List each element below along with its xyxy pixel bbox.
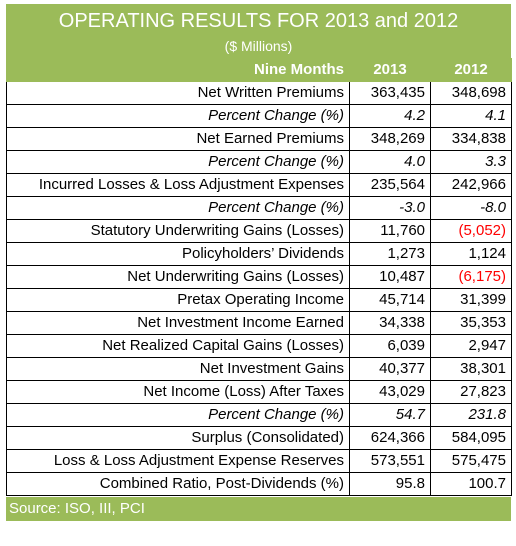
table-body: Net Written Premiums 363,435 348,698 Percen… bbox=[6, 81, 512, 496]
operating-results-table-container: OPERATING RESULTS FOR 2013 and 2012 ($ M… bbox=[6, 4, 512, 521]
row-label: Percent Change (%) bbox=[6, 196, 350, 220]
row-label: Net Investment Gains bbox=[6, 357, 350, 381]
table-subtitle: ($ Millions) bbox=[224, 38, 293, 54]
table-row: Net Realized Capital Gains (Losses) 6,039… bbox=[6, 334, 512, 358]
row-label: Net Underwriting Gains (Losses) bbox=[6, 265, 350, 289]
table-row: Statutory Underwriting Gains (Losses) 11,… bbox=[6, 219, 512, 243]
table-row: Surplus (Consolidated) 624,366 584,095 bbox=[6, 426, 512, 450]
row-label: Combined Ratio, Post-Dividends (%) bbox=[6, 472, 350, 496]
value-2013: 95.8 bbox=[349, 472, 431, 496]
table-row: Percent Change (%) -3.0 -8.0 bbox=[6, 196, 512, 220]
value-2013: 40,377 bbox=[349, 357, 431, 381]
value-2012: 100.7 bbox=[430, 472, 512, 496]
row-label: Pretax Operating Income bbox=[6, 288, 350, 312]
table-row: Net Income (Loss) After Taxes 43,029 27,82… bbox=[6, 380, 512, 404]
value-2012: 334,838 bbox=[430, 127, 512, 151]
source-note: Source: ISO, III, PCI bbox=[6, 497, 511, 521]
table-row: Net Investment Income Earned 34,338 35,353 bbox=[6, 311, 512, 335]
table-row: Loss & Loss Adjustment Expense Reserves 5… bbox=[6, 449, 512, 473]
value-2012: 2,947 bbox=[430, 334, 512, 358]
value-2012: 242,966 bbox=[430, 173, 512, 197]
value-2012: 348,698 bbox=[430, 81, 512, 105]
table-row: Incurred Losses & Loss Adjustment Expens… bbox=[6, 173, 512, 197]
value-2013: 1,273 bbox=[349, 242, 431, 266]
row-label: Net Realized Capital Gains (Losses) bbox=[6, 334, 350, 358]
value-2013: 363,435 bbox=[349, 81, 431, 105]
results-table: Nine Months 2013 2012 Net Written Premiu… bbox=[6, 58, 512, 496]
value-2012: 31,399 bbox=[430, 288, 512, 312]
value-2012: 3.3 bbox=[430, 150, 512, 174]
value-2012: 1,124 bbox=[430, 242, 512, 266]
header-2012: 2012 bbox=[430, 58, 512, 82]
table-row: Net Written Premiums 363,435 348,698 bbox=[6, 81, 512, 105]
table-row: Net Investment Gains 40,377 38,301 bbox=[6, 357, 512, 381]
row-label: Percent Change (%) bbox=[6, 150, 350, 174]
table-row: Percent Change (%) 4.0 3.3 bbox=[6, 150, 512, 174]
value-2013: 6,039 bbox=[349, 334, 431, 358]
row-label: Surplus (Consolidated) bbox=[6, 426, 350, 450]
value-2012: 35,353 bbox=[430, 311, 512, 335]
row-label: Net Investment Income Earned bbox=[6, 311, 350, 335]
value-2013: 45,714 bbox=[349, 288, 431, 312]
table-title: OPERATING RESULTS FOR 2013 and 2012 bbox=[58, 10, 459, 32]
table-row: Percent Change (%) 54.7 231.8 bbox=[6, 403, 512, 427]
value-2013: 348,269 bbox=[349, 127, 431, 151]
value-2013: 235,564 bbox=[349, 173, 431, 197]
value-2013: 43,029 bbox=[349, 380, 431, 404]
row-label: Percent Change (%) bbox=[6, 104, 350, 128]
header-2013: 2013 bbox=[349, 58, 431, 82]
table-row: Net Underwriting Gains (Losses) 10,487 (6,… bbox=[6, 265, 512, 289]
value-2013: 624,366 bbox=[349, 426, 431, 450]
value-2013: 4.2 bbox=[349, 104, 431, 128]
table-row: Policyholders’ Dividends 1,273 1,124 bbox=[6, 242, 512, 266]
value-2013: 573,551 bbox=[349, 449, 431, 473]
value-2012: 575,475 bbox=[430, 449, 512, 473]
table-row: Percent Change (%) 4.2 4.1 bbox=[6, 104, 512, 128]
row-label: Percent Change (%) bbox=[6, 403, 350, 427]
row-label: Loss & Loss Adjustment Expense Reserves bbox=[6, 449, 350, 473]
value-2013: 54.7 bbox=[349, 403, 431, 427]
row-label: Net Income (Loss) After Taxes bbox=[6, 380, 350, 404]
value-2012: (5,052) bbox=[430, 219, 512, 243]
value-2012: 38,301 bbox=[430, 357, 512, 381]
row-label: Statutory Underwriting Gains (Losses) bbox=[6, 219, 350, 243]
row-label: Net Written Premiums bbox=[6, 81, 350, 105]
table-row: Pretax Operating Income 45,714 31,399 bbox=[6, 288, 512, 312]
table-row: Combined Ratio, Post-Dividends (%) 95.8 10… bbox=[6, 472, 512, 496]
value-2013: 4.0 bbox=[349, 150, 431, 174]
header-period-label: Nine Months bbox=[6, 58, 350, 82]
row-label: Incurred Losses & Loss Adjustment Expens… bbox=[6, 173, 350, 197]
value-2013: -3.0 bbox=[349, 196, 431, 220]
value-2012: 584,095 bbox=[430, 426, 512, 450]
value-2013: 10,487 bbox=[349, 265, 431, 289]
value-2013: 11,760 bbox=[349, 219, 431, 243]
value-2012: 4.1 bbox=[430, 104, 512, 128]
value-2013: 34,338 bbox=[349, 311, 431, 335]
value-2012: (6,175) bbox=[430, 265, 512, 289]
value-2012: -8.0 bbox=[430, 196, 512, 220]
row-label: Policyholders’ Dividends bbox=[6, 242, 350, 266]
value-2012: 231.8 bbox=[430, 403, 512, 427]
table-row: Net Earned Premiums 348,269 334,838 bbox=[6, 127, 512, 151]
value-2012: 27,823 bbox=[430, 380, 512, 404]
header-row: Nine Months 2013 2012 bbox=[6, 58, 512, 82]
row-label: Net Earned Premiums bbox=[6, 127, 350, 151]
title-band: OPERATING RESULTS FOR 2013 and 2012 ($ M… bbox=[6, 4, 511, 58]
